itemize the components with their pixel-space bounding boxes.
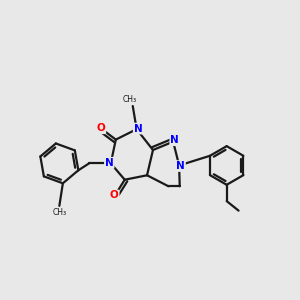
Text: N: N [176, 161, 185, 171]
Text: N: N [134, 124, 142, 134]
Text: O: O [97, 123, 105, 133]
Text: CH₃: CH₃ [52, 208, 66, 217]
Text: N: N [170, 135, 179, 145]
Text: CH₃: CH₃ [123, 95, 137, 104]
Text: N: N [105, 158, 114, 168]
Text: O: O [110, 190, 119, 200]
